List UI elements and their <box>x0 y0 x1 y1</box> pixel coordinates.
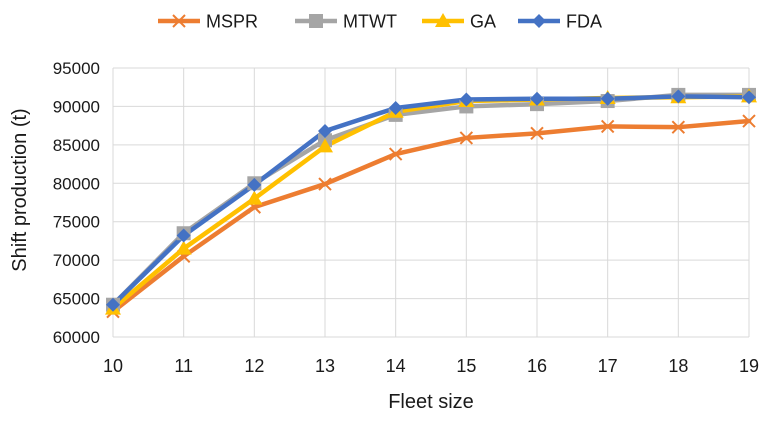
data-point-fda <box>600 91 615 106</box>
x-tick-label: 11 <box>174 356 193 376</box>
y-tick-label: 65000 <box>53 290 100 309</box>
legend-label: FDA <box>566 12 602 32</box>
series-line-fda <box>110 94 752 307</box>
data-point-fda <box>671 89 686 104</box>
y-axis-ticks: 60000 65000 70000 75000 80000 85000 90000 95000 <box>53 59 100 347</box>
data-point-mspr <box>318 177 332 191</box>
y-tick-label: 95000 <box>53 59 100 78</box>
y-tick-label: 90000 <box>53 97 100 116</box>
legend-item-mspr: MSPR <box>158 12 258 32</box>
x-tick-label: 16 <box>527 356 547 376</box>
data-point-fda <box>388 100 403 115</box>
x-tick-label: 12 <box>244 356 264 376</box>
legend-swatch-marker <box>435 13 451 27</box>
y-axis-title: Shift production (t) <box>9 108 31 271</box>
x-axis-title: Fleet size <box>388 391 474 413</box>
x-tick-label: 15 <box>456 356 476 376</box>
x-tick-label: 14 <box>386 356 406 376</box>
legend-swatch-marker <box>532 14 546 28</box>
y-tick-label: 75000 <box>53 213 100 232</box>
legend: MSPR MTWT GA FDA <box>158 12 602 32</box>
legend-label: MSPR <box>206 12 258 32</box>
legend-swatch-marker <box>309 14 323 28</box>
y-tick-label: 70000 <box>53 251 100 270</box>
legend-item-ga: GA <box>422 12 496 32</box>
data-point-fda <box>176 228 191 243</box>
data-point-fda <box>106 297 120 312</box>
series-markers <box>105 87 757 319</box>
x-tick-label: 18 <box>668 356 688 376</box>
legend-swatch-marker <box>172 14 186 28</box>
series-lines <box>110 92 752 314</box>
x-axis-ticks: 10 11 12 13 14 15 16 17 18 19 <box>103 356 759 376</box>
series-line-mspr <box>110 118 752 314</box>
data-point-fda <box>318 124 332 139</box>
data-point-fda <box>530 91 544 106</box>
legend-label: GA <box>470 12 496 32</box>
y-tick-label: 80000 <box>53 174 100 193</box>
data-point-mspr <box>459 131 474 145</box>
data-point-fda <box>742 90 756 105</box>
data-point-mspr <box>530 126 544 141</box>
data-point-ga <box>317 138 333 153</box>
y-tick-label: 60000 <box>53 328 100 347</box>
data-point-fda <box>459 92 474 107</box>
x-tick-label: 17 <box>598 356 618 376</box>
data-point-ga <box>246 190 263 205</box>
data-point-mspr <box>671 120 686 134</box>
data-point-fda <box>247 177 262 192</box>
legend-label: MTWT <box>343 12 397 32</box>
x-tick-label: 10 <box>103 356 123 376</box>
x-tick-label: 13 <box>315 356 335 376</box>
data-point-mspr <box>600 119 615 134</box>
y-tick-label: 85000 <box>53 136 100 155</box>
legend-item-mtwt: MTWT <box>295 12 397 32</box>
legend-item-fda: FDA <box>518 12 602 32</box>
data-point-ga <box>175 240 192 255</box>
data-point-mspr <box>742 114 756 128</box>
x-tick-label: 19 <box>739 356 759 376</box>
data-point-mspr <box>388 147 403 161</box>
